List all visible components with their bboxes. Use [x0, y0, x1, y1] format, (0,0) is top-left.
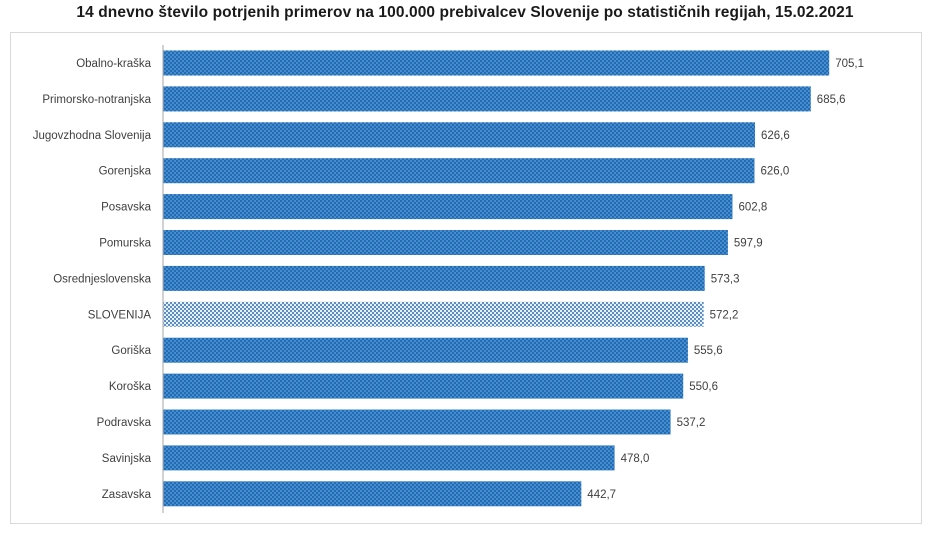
category-label: Osrednjeslovenska: [53, 273, 151, 285]
value-label: 555,6: [694, 345, 723, 357]
bar-slovenija: [163, 301, 704, 327]
bar-obalno-kra-ka: [163, 50, 830, 76]
value-label: 705,1: [835, 58, 864, 70]
bar-gorenjska: [163, 158, 755, 184]
value-label: 573,3: [711, 273, 740, 285]
bar-gori-ka: [163, 337, 688, 363]
category-label: Posavska: [101, 202, 151, 214]
category-label: SLOVENIJA: [88, 309, 152, 321]
category-label: Podravska: [97, 417, 152, 429]
value-label: 597,9: [734, 238, 763, 250]
bar-osrednjeslovenska: [163, 265, 705, 291]
category-label: Zasavska: [102, 489, 152, 501]
value-label: 550,6: [689, 381, 718, 393]
bar-zasavska: [163, 481, 582, 507]
bar-posavska: [163, 194, 733, 220]
value-label: 442,7: [587, 489, 616, 501]
value-label: 626,6: [761, 130, 790, 142]
value-label: 537,2: [677, 417, 706, 429]
category-label: Koroška: [109, 381, 152, 393]
value-label: 685,6: [817, 94, 846, 106]
category-label: Gorenjska: [99, 166, 152, 178]
value-label: 478,0: [621, 453, 650, 465]
bar-podravska: [163, 409, 671, 435]
category-label: Goriška: [111, 345, 151, 357]
chart-title: 14 dnevno število potrjenih primerov na …: [76, 4, 854, 21]
bar-primorsko-notranjska: [163, 86, 811, 112]
bar-savinjska: [163, 445, 615, 471]
value-label: 572,2: [710, 309, 739, 321]
bar-koro-ka: [163, 373, 684, 399]
value-label: 626,0: [761, 166, 790, 178]
category-label: Pomurska: [99, 238, 151, 250]
category-label: Obalno-kraška: [76, 58, 151, 70]
category-label: Primorsko-notranjska: [42, 94, 151, 106]
chart-frame: [10, 32, 922, 524]
value-label: 602,8: [739, 202, 768, 214]
category-label: Jugovzhodna Slovenija: [33, 130, 152, 142]
bar-jugovzhodna-slovenija: [163, 122, 755, 148]
category-label: Savinjska: [102, 453, 152, 465]
bar-pomurska: [163, 230, 728, 255]
